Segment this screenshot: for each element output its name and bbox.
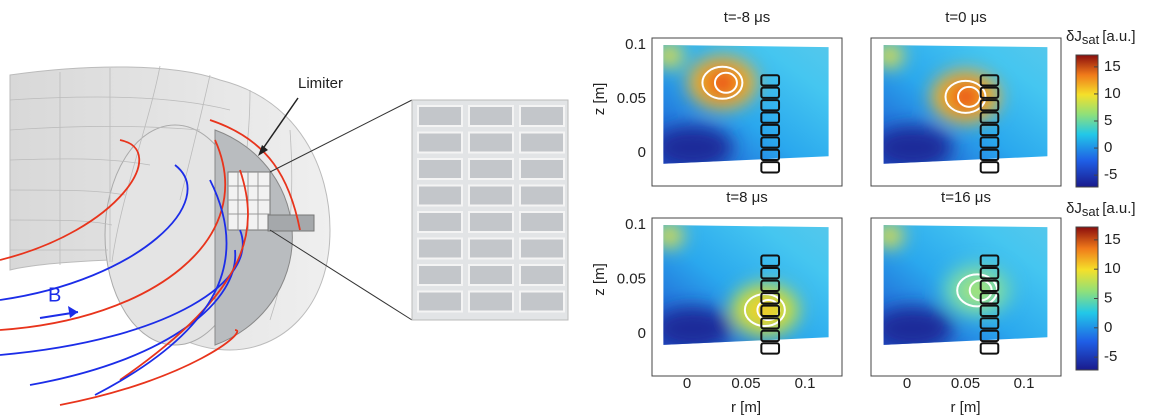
- y-tick-label: 0: [638, 144, 646, 161]
- colorbar-tick-label: -5: [1104, 348, 1117, 365]
- panel-title: t=8 μs: [726, 189, 768, 206]
- photo-cell: [469, 239, 513, 259]
- x-tick-label: 0.05: [951, 375, 980, 392]
- field-label: B: [48, 284, 61, 306]
- heatmap: [652, 214, 841, 356]
- y-tick-label: 0.1: [625, 36, 646, 53]
- heatmap: [872, 214, 1059, 356]
- photo-cell: [520, 186, 564, 206]
- colorbar-symbol: δJ: [1066, 200, 1082, 217]
- x-tick-label: 0.05: [731, 375, 760, 392]
- colorbar-subscript: sat: [1082, 204, 1100, 219]
- photo-cell: [418, 159, 462, 179]
- photo-cell: [418, 106, 462, 126]
- colorbar-tick-label: 0: [1104, 319, 1112, 336]
- y-tick-label: 0.1: [625, 216, 646, 233]
- photo-cell: [520, 133, 564, 153]
- figure: Limiter B t=-8 μs 0.1 0.05 0 z [m] t=0 μs t=8 …: [0, 0, 1152, 415]
- x-tick-label: 0.1: [795, 375, 816, 392]
- colorbar: 15 10 5 0 -5 δJsat[a.u.]: [1066, 28, 1136, 187]
- photo-cell: [469, 186, 513, 206]
- colorbar-unit: [a.u.]: [1102, 28, 1135, 45]
- panel: t=0 μs: [871, 9, 1061, 186]
- limiter-photo: [412, 100, 568, 320]
- y-axis-label: z [m]: [591, 83, 608, 116]
- colorbar-symbol: δJ: [1066, 28, 1082, 45]
- device-diagram: Limiter B: [0, 66, 412, 405]
- photo-cell: [469, 133, 513, 153]
- panel: t=-8 μs 0.1 0.05 0 z [m]: [591, 9, 842, 186]
- colorbar-tick-label: 10: [1104, 260, 1121, 277]
- panel-title: t=-8 μs: [724, 9, 771, 26]
- y-axis-label: z [m]: [591, 263, 608, 296]
- photo-cell: [520, 265, 564, 285]
- panel-title: t=16 μs: [941, 189, 991, 206]
- panel: t=16 μs 0 0.05 0.1 r [m]: [871, 189, 1061, 415]
- colorbar-tick-label: -5: [1104, 166, 1117, 183]
- photo-cell: [469, 265, 513, 285]
- photo-cell: [469, 212, 513, 232]
- photo-cell: [418, 133, 462, 153]
- x-axis-label: r [m]: [951, 399, 981, 415]
- colorbar-tick-label: 5: [1104, 112, 1112, 129]
- photo-cell: [418, 239, 462, 259]
- photo-cell: [520, 159, 564, 179]
- heatmap: [872, 34, 1059, 174]
- y-tick-label: 0.05: [617, 270, 646, 287]
- x-tick-label: 0: [903, 375, 911, 392]
- photo-cell: [469, 159, 513, 179]
- photo-cell: [418, 212, 462, 232]
- x-axis-label: r [m]: [731, 399, 761, 415]
- x-tick-label: 0.1: [1014, 375, 1035, 392]
- photo-cell: [520, 212, 564, 232]
- colorbar: 15 10 5 0 -5 δJsat[a.u.]: [1066, 200, 1136, 370]
- photo-cell: [469, 292, 513, 312]
- heatmap: [652, 34, 841, 174]
- colorbar-subscript: sat: [1082, 32, 1100, 47]
- photo-cell: [520, 239, 564, 259]
- y-tick-label: 0.05: [617, 90, 646, 107]
- colorbar-tick-label: 0: [1104, 139, 1112, 156]
- colorbar-tick-label: 5: [1104, 289, 1112, 306]
- colorbar-tick-label: 15: [1104, 231, 1121, 248]
- y-tick-label: 0: [638, 325, 646, 342]
- photo-cell: [418, 265, 462, 285]
- photo-cell: [520, 292, 564, 312]
- photo-cell: [469, 106, 513, 126]
- x-tick-label: 0: [683, 375, 691, 392]
- panel-title: t=0 μs: [945, 9, 987, 26]
- photo-cell: [418, 186, 462, 206]
- photo-cell: [520, 106, 564, 126]
- photo-cell: [418, 292, 462, 312]
- panel: t=8 μs 0.1 0.05 0 z [m] 0 0.05 0.1 r [m]: [591, 189, 842, 415]
- limiter-label: Limiter: [298, 75, 343, 92]
- colorbar-unit: [a.u.]: [1102, 200, 1135, 217]
- colorbar-label: δJsat[a.u.]: [1066, 200, 1136, 219]
- colorbar-tick-label: 15: [1104, 58, 1121, 75]
- colorbar-label: δJsat[a.u.]: [1066, 28, 1136, 47]
- page: Limiter B t=-8 μs 0.1 0.05 0 z [m] t=0 μs t=8 …: [0, 0, 1152, 420]
- colorbar-tick-label: 10: [1104, 85, 1121, 102]
